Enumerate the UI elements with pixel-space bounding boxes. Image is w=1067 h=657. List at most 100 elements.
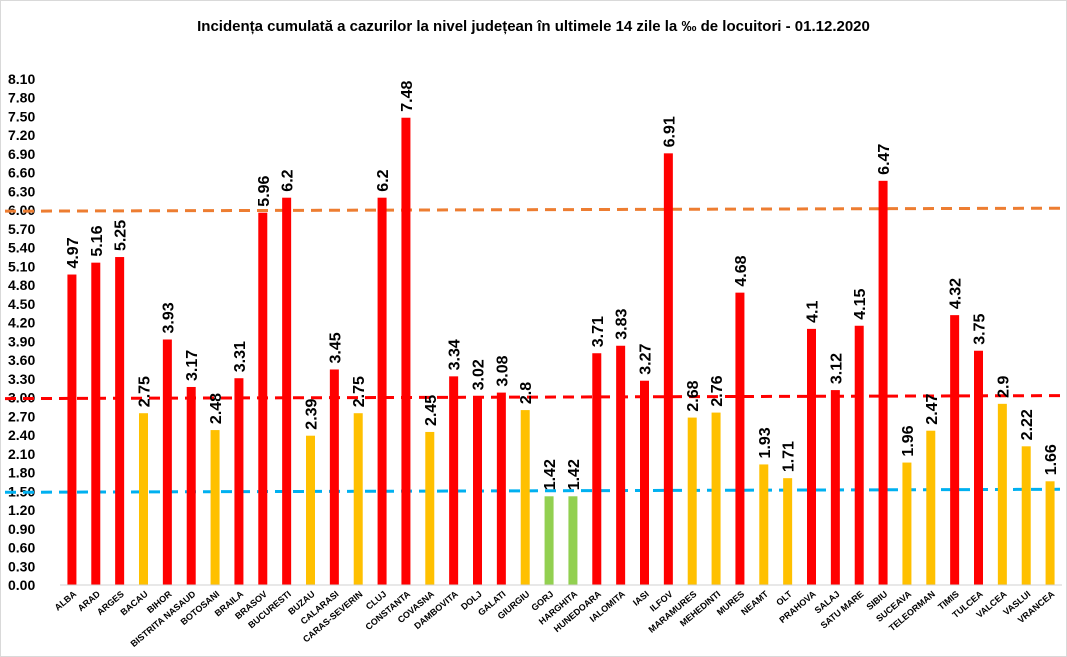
bar — [91, 262, 101, 585]
y-tick-label: 6.60 — [8, 165, 35, 181]
y-axis: 0.00 0.30 0.60 0.90 1.20 1.50 1.80 2.10 2.40 2.70… — [8, 71, 35, 593]
data-label: 1.93 — [757, 427, 774, 458]
bar — [974, 350, 983, 585]
bar — [115, 257, 125, 585]
y-tick-label: 6.00 — [8, 202, 35, 218]
data-label: 2.48 — [208, 393, 225, 424]
data-label: 3.45 — [327, 332, 344, 363]
bar — [162, 339, 172, 585]
bar — [616, 345, 626, 585]
bar — [807, 328, 816, 585]
data-label: 2.22 — [1019, 409, 1036, 440]
bar — [282, 197, 292, 586]
bar — [663, 153, 673, 586]
bar — [377, 197, 387, 586]
data-label: 2.75 — [351, 376, 368, 407]
bar — [67, 274, 77, 585]
data-label: 1.96 — [900, 425, 917, 456]
bar — [926, 430, 936, 585]
data-label: 6.2 — [375, 169, 392, 191]
reference-lines — [4, 206, 1066, 494]
bar — [329, 369, 339, 585]
data-label: 2.47 — [924, 393, 941, 424]
data-label: 3.17 — [184, 350, 201, 381]
bar — [592, 353, 602, 585]
x-tick-label: ALBA — [53, 589, 79, 613]
bar — [759, 464, 769, 585]
bar — [234, 378, 244, 585]
data-label: 5.16 — [89, 225, 106, 256]
bar — [544, 496, 554, 585]
data-label: 1.71 — [781, 441, 798, 472]
y-tick-label: 1.80 — [8, 465, 35, 481]
data-label: 4.68 — [733, 255, 750, 286]
y-tick-label: 5.10 — [8, 258, 35, 274]
bar — [496, 392, 506, 585]
bar — [711, 412, 721, 585]
reference-line — [4, 394, 1066, 401]
bar — [258, 212, 268, 585]
data-label: 2.39 — [304, 398, 321, 429]
bar — [950, 315, 960, 585]
bar — [401, 117, 411, 585]
y-tick-label: 0.30 — [8, 558, 35, 574]
y-tick-label: 7.80 — [8, 90, 35, 106]
bar — [830, 390, 840, 585]
data-label: 4.15 — [852, 289, 869, 320]
data-label: 4.32 — [948, 278, 965, 309]
y-tick-label: 6.90 — [8, 146, 35, 162]
data-label: 6.91 — [661, 116, 678, 147]
y-tick-label: 4.50 — [8, 296, 35, 312]
bar — [1045, 481, 1055, 585]
bar — [687, 417, 697, 585]
data-label: 4.97 — [65, 237, 82, 268]
y-tick-label: 5.40 — [8, 240, 35, 256]
bar — [210, 430, 220, 585]
y-tick-label: 7.20 — [8, 127, 35, 143]
data-label: 5.96 — [256, 175, 273, 206]
y-tick-label: 3.90 — [8, 333, 35, 349]
bar — [568, 496, 578, 585]
data-label: 3.71 — [590, 316, 607, 347]
bar — [520, 410, 530, 585]
chart-title: Incidența cumulată a cazurilor la nivel … — [197, 18, 870, 35]
bar — [473, 396, 482, 585]
y-tick-label: 4.80 — [8, 277, 35, 293]
bar — [139, 413, 148, 585]
bar — [1021, 446, 1031, 585]
y-tick-label: 8.10 — [8, 71, 35, 87]
data-label: 2.45 — [423, 395, 440, 426]
data-label: 6.2 — [280, 169, 297, 191]
y-tick-label: 6.30 — [8, 183, 35, 199]
bar — [735, 292, 745, 585]
bar — [186, 386, 196, 585]
data-label: 1.42 — [542, 459, 559, 490]
data-label: 3.75 — [972, 313, 989, 344]
bar — [640, 380, 649, 585]
data-label: 3.31 — [232, 341, 249, 372]
data-label: 2.68 — [685, 380, 702, 411]
bar — [997, 403, 1007, 585]
data-label: 4.1 — [805, 301, 822, 323]
y-tick-label: 2.40 — [8, 427, 35, 443]
data-label: 2.75 — [137, 376, 154, 407]
y-tick-label: 3.30 — [8, 371, 35, 387]
y-tick-label: 0.60 — [8, 540, 35, 556]
data-label: 3.12 — [828, 353, 845, 384]
data-label: 2.9 — [995, 375, 1012, 397]
bars — [67, 117, 1055, 586]
data-label: 1.42 — [566, 459, 583, 490]
bar — [902, 462, 912, 585]
bar — [353, 413, 363, 585]
bar — [854, 325, 864, 585]
y-tick-label: 0.90 — [8, 521, 35, 537]
y-tick-label: 0.00 — [8, 577, 35, 593]
data-label: 3.08 — [494, 355, 511, 386]
x-tick-label: BACAU — [118, 589, 149, 618]
reference-line — [4, 206, 1066, 213]
data-label: 5.25 — [113, 220, 130, 251]
data-label: 1.66 — [1043, 444, 1060, 475]
data-labels: 4.97 5.16 5.25 2.75 3.93 3.17 2.48 3.31 5.96 6.2 2… — [65, 80, 1060, 490]
